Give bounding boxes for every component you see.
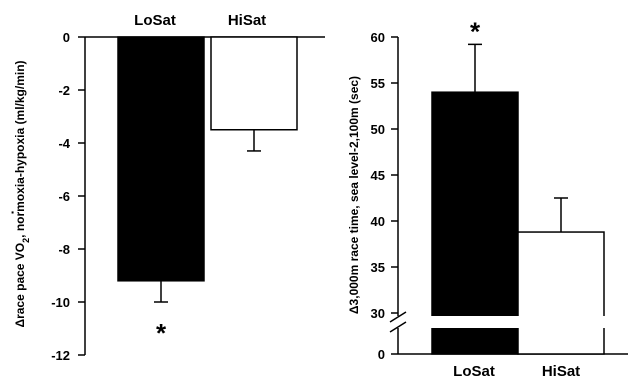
right-tick-label: 45 (371, 168, 385, 183)
left-tick-label: -6 (58, 189, 70, 204)
right-y-ticks: 60 55 50 45 40 35 30 0 (371, 30, 398, 362)
right-chart: Δ3,000m race time, sea level-2,100m (sec… (347, 16, 628, 380)
left-tick-label: -4 (58, 136, 70, 151)
left-chart: LoSat HiSat Δrace pace VO2, normoxia-hyp… (11, 12, 325, 363)
right-axis-break-mark (389, 311, 407, 323)
right-tick-label: 60 (371, 30, 385, 45)
right-bar-losat (431, 91, 519, 355)
left-category-label-hisat: HiSat (228, 12, 266, 29)
right-tick-label: 0 (378, 347, 385, 362)
right-tick-label: 55 (371, 76, 385, 91)
left-bar-hisat (210, 36, 298, 131)
right-tick-label: 50 (371, 122, 385, 137)
left-y-label-dot: · (11, 204, 16, 220)
left-tick-label: -2 (58, 83, 70, 98)
right-tick-label: 40 (371, 214, 385, 229)
left-bar-losat (117, 36, 205, 282)
left-y-label-suffix: , normoxia-hypoxia (ml/kg/min) (13, 60, 27, 237)
right-category-label-losat: LoSat (453, 363, 495, 380)
right-tick-label: 35 (371, 260, 385, 275)
right-significance-marker: * (470, 16, 481, 46)
left-tick-label: -12 (51, 348, 70, 363)
left-y-label-sub: O (13, 243, 27, 252)
left-y-ticks: 0 -2 -4 -6 -8 -10 -12 (51, 30, 85, 363)
left-tick-label: -8 (58, 242, 70, 257)
left-significance-marker: * (156, 318, 167, 348)
right-y-axis-label: Δ3,000m race time, sea level-2,100m (sec… (347, 76, 361, 314)
right-category-label-hisat: HiSat (542, 363, 580, 380)
right-tick-label: 30 (371, 306, 385, 321)
right-bar-hisat (517, 231, 605, 355)
left-category-label-losat: LoSat (134, 12, 176, 29)
right-bar-break-gap (430, 316, 606, 328)
left-y-axis-label: Δrace pace VO2, normoxia-hypoxia (ml/kg/… (13, 60, 31, 327)
left-tick-label: 0 (63, 30, 70, 45)
left-tick-label: -10 (51, 295, 70, 310)
left-y-label-subscript: 2 (21, 238, 31, 243)
right-axis-break-mark (389, 321, 407, 333)
left-y-label-prefix: Δrace pace V (13, 252, 27, 327)
